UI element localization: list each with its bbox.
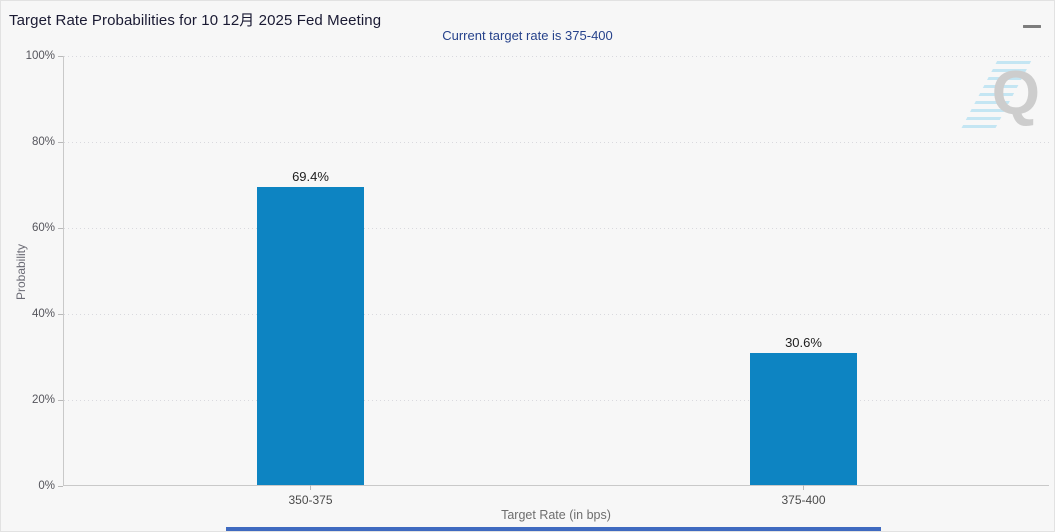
- x-tick-label: 375-400: [781, 493, 826, 507]
- x-tick-mark: [803, 485, 804, 490]
- y-tick-mark: [58, 227, 63, 229]
- gridline: [64, 313, 1049, 315]
- y-tick-mark: [58, 313, 63, 315]
- menu-button[interactable]: [1020, 8, 1044, 28]
- y-tick-mark: [58, 399, 63, 401]
- bar-value-label: 69.4%: [292, 168, 329, 184]
- x-tick-label: 350-375: [288, 493, 333, 507]
- y-tick-label: 0%: [38, 480, 55, 492]
- y-axis-title: Probability: [14, 243, 28, 301]
- probability-bar[interactable]: [750, 353, 857, 485]
- gridline: [64, 399, 1049, 401]
- y-tick-mark: [58, 485, 63, 487]
- chart-title: Target Rate Probabilities for 10 12月 202…: [9, 12, 382, 29]
- plot-area: 0% 20% 40% 60% 80% 100% 69.4% 350-375 30.6% 375-4…: [26, 50, 1049, 507]
- y-tick-label: 20%: [31, 394, 55, 406]
- gridline: [64, 55, 1049, 57]
- y-tick-label: 80%: [31, 136, 55, 148]
- bar-value-label: 30.6%: [785, 335, 822, 351]
- y-tick-label: 40%: [31, 308, 55, 320]
- gridline: [64, 141, 1049, 143]
- x-axis-title: Target Rate (in bps): [501, 508, 611, 522]
- probability-bar[interactable]: [257, 186, 364, 485]
- y-tick-label: 100%: [25, 50, 55, 62]
- current-target-rate-note: Current target rate is 375-400: [442, 28, 613, 43]
- gridline: [64, 227, 1049, 229]
- hamburger-icon: [1023, 25, 1041, 28]
- y-tick-mark: [58, 55, 63, 57]
- y-tick-label: 60%: [31, 222, 55, 234]
- x-tick-mark: [310, 485, 311, 490]
- y-tick-mark: [58, 141, 63, 143]
- horizontal-scrollbar[interactable]: [226, 527, 881, 531]
